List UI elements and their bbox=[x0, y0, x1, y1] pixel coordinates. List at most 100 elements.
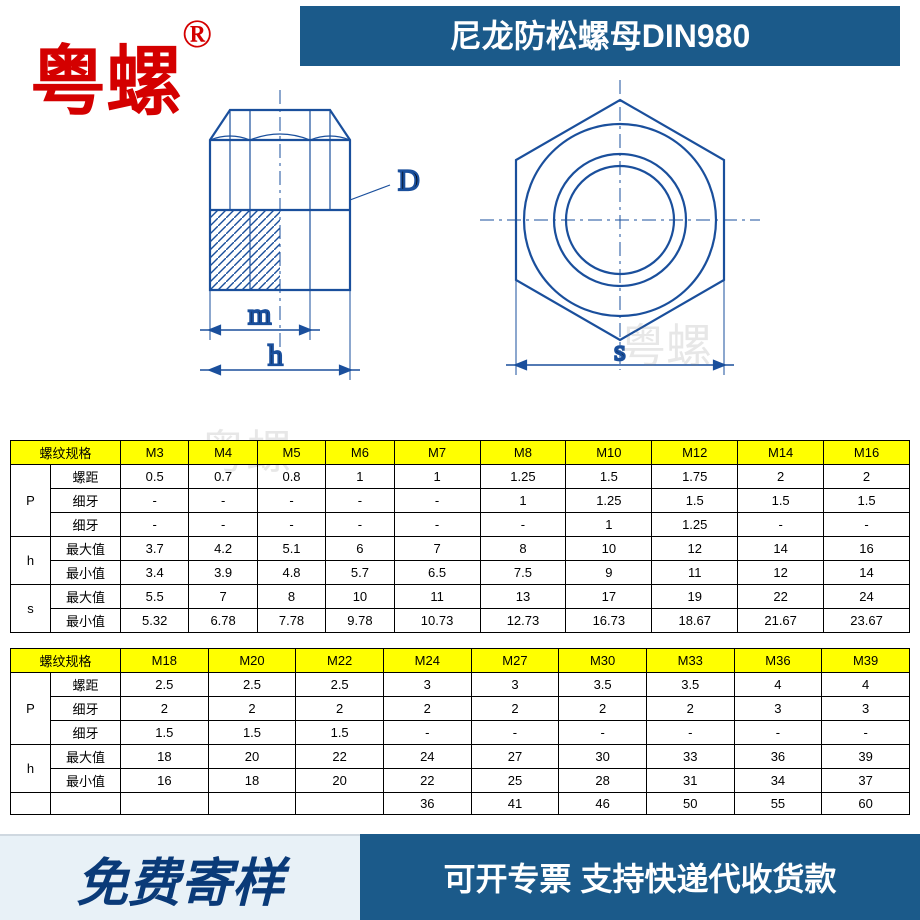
value-cell: 18.67 bbox=[652, 609, 738, 633]
size-header: M3 bbox=[121, 441, 189, 465]
value-cell: 1.5 bbox=[824, 489, 910, 513]
value-cell: 27 bbox=[471, 745, 559, 769]
size-header: M30 bbox=[559, 649, 647, 673]
value-cell: 50 bbox=[646, 793, 734, 815]
value-cell: 1.25 bbox=[566, 489, 652, 513]
value-cell: 60 bbox=[822, 793, 910, 815]
value-cell: 7.78 bbox=[257, 609, 325, 633]
watermark: 粤螺 bbox=[620, 310, 712, 376]
value-cell: 2 bbox=[471, 697, 559, 721]
value-cell: 12 bbox=[738, 561, 824, 585]
value-cell: 24 bbox=[824, 585, 910, 609]
row-label bbox=[51, 793, 121, 815]
value-cell: 1 bbox=[394, 465, 480, 489]
value-cell: 31 bbox=[646, 769, 734, 793]
row-label: 最大值 bbox=[51, 585, 121, 609]
value-cell: 2.5 bbox=[121, 673, 209, 697]
value-cell: 5.32 bbox=[121, 609, 189, 633]
value-cell: 10 bbox=[566, 537, 652, 561]
spec-table-1: 螺纹规格M3M4M5M6M7M8M10M12M14M16P螺距0.50.70.8… bbox=[10, 440, 910, 633]
value-cell: 6.5 bbox=[394, 561, 480, 585]
group-label: P bbox=[11, 465, 51, 537]
value-cell: 1.5 bbox=[566, 465, 652, 489]
row-label: 螺距 bbox=[51, 673, 121, 697]
group-label: P bbox=[11, 673, 51, 745]
value-cell: 28 bbox=[559, 769, 647, 793]
size-header: M36 bbox=[734, 649, 822, 673]
value-cell: 9.78 bbox=[326, 609, 394, 633]
value-cell: 1 bbox=[566, 513, 652, 537]
group-label bbox=[11, 793, 51, 815]
value-cell: 20 bbox=[296, 769, 384, 793]
value-cell: 10 bbox=[326, 585, 394, 609]
value-cell: 1.25 bbox=[652, 513, 738, 537]
brand-text: 粤螺 bbox=[30, 41, 182, 125]
value-cell: - bbox=[734, 721, 822, 745]
value-cell: 11 bbox=[652, 561, 738, 585]
value-cell: 1.5 bbox=[121, 721, 209, 745]
value-cell: 5.5 bbox=[121, 585, 189, 609]
footer-left-text: 免费寄样 bbox=[76, 841, 284, 916]
value-cell: 34 bbox=[734, 769, 822, 793]
size-header: M12 bbox=[652, 441, 738, 465]
spec-header: 螺纹规格 bbox=[11, 649, 121, 673]
value-cell: 22 bbox=[296, 745, 384, 769]
value-cell: 16 bbox=[824, 537, 910, 561]
spec-header: 螺纹规格 bbox=[11, 441, 121, 465]
brand-logo: 粤螺® bbox=[30, 20, 212, 130]
value-cell: 3 bbox=[471, 673, 559, 697]
brand-symbol: ® bbox=[182, 11, 212, 56]
footer-right: 可开专票 支持快递代收货款 bbox=[360, 834, 920, 920]
size-header: M27 bbox=[471, 649, 559, 673]
value-cell: - bbox=[326, 489, 394, 513]
size-header: M10 bbox=[566, 441, 652, 465]
value-cell: 13 bbox=[480, 585, 566, 609]
value-cell: 1.5 bbox=[296, 721, 384, 745]
value-cell: 18 bbox=[208, 769, 296, 793]
value-cell: - bbox=[383, 721, 471, 745]
value-cell: - bbox=[394, 489, 480, 513]
row-label: 细牙 bbox=[51, 513, 121, 537]
value-cell: 3.4 bbox=[121, 561, 189, 585]
value-cell: 4.8 bbox=[257, 561, 325, 585]
value-cell: - bbox=[480, 513, 566, 537]
value-cell: 1.25 bbox=[480, 465, 566, 489]
svg-text:D: D bbox=[398, 164, 420, 197]
value-cell: 2.5 bbox=[208, 673, 296, 697]
row-label: 最大值 bbox=[51, 537, 121, 561]
value-cell: 14 bbox=[824, 561, 910, 585]
value-cell: 46 bbox=[559, 793, 647, 815]
value-cell: - bbox=[121, 513, 189, 537]
size-header: M8 bbox=[480, 441, 566, 465]
value-cell: 1.5 bbox=[208, 721, 296, 745]
value-cell bbox=[121, 793, 209, 815]
value-cell: 0.5 bbox=[121, 465, 189, 489]
value-cell: 55 bbox=[734, 793, 822, 815]
size-header: M33 bbox=[646, 649, 734, 673]
value-cell bbox=[296, 793, 384, 815]
value-cell: 9 bbox=[566, 561, 652, 585]
value-cell: 25 bbox=[471, 769, 559, 793]
value-cell: - bbox=[189, 513, 257, 537]
value-cell: - bbox=[257, 513, 325, 537]
value-cell: 2 bbox=[383, 697, 471, 721]
value-cell: 4 bbox=[734, 673, 822, 697]
value-cell: 3.5 bbox=[646, 673, 734, 697]
svg-text:m: m bbox=[248, 298, 271, 331]
size-header: M14 bbox=[738, 441, 824, 465]
value-cell: - bbox=[394, 513, 480, 537]
value-cell: 19 bbox=[652, 585, 738, 609]
value-cell: 0.8 bbox=[257, 465, 325, 489]
value-cell: - bbox=[471, 721, 559, 745]
value-cell: 2 bbox=[646, 697, 734, 721]
value-cell: 22 bbox=[383, 769, 471, 793]
title-bar: 尼龙防松螺母DIN980 bbox=[300, 6, 900, 66]
size-header: M20 bbox=[208, 649, 296, 673]
value-cell: 2.5 bbox=[296, 673, 384, 697]
row-label: 螺距 bbox=[51, 465, 121, 489]
row-label: 最小值 bbox=[51, 769, 121, 793]
size-header: M39 bbox=[822, 649, 910, 673]
size-header: M7 bbox=[394, 441, 480, 465]
value-cell: 1 bbox=[480, 489, 566, 513]
size-header: M18 bbox=[121, 649, 209, 673]
